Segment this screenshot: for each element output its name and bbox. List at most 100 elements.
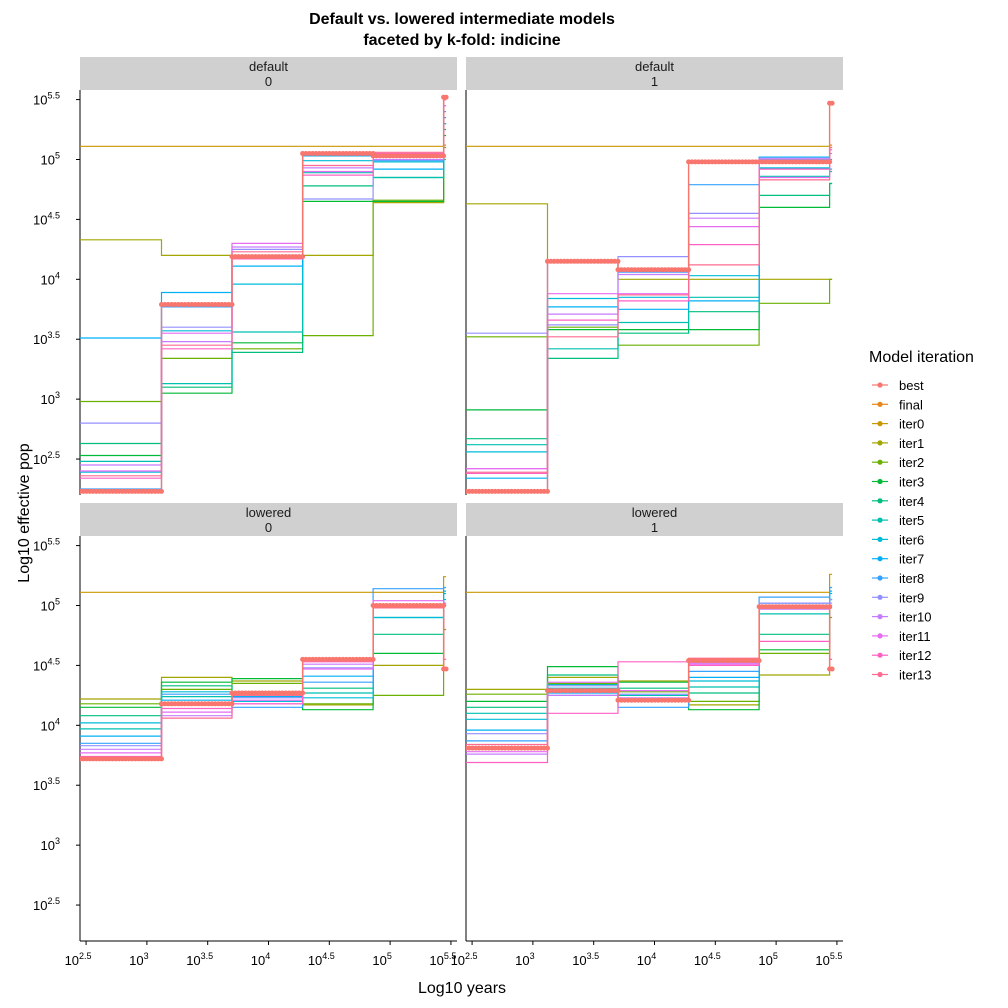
y-tick-label-2: 103.5 bbox=[33, 330, 60, 347]
series-line-iter4 bbox=[466, 182, 833, 440]
y-tick-label-0: 102.5 bbox=[33, 896, 60, 913]
legend-label-iter11: iter11 bbox=[899, 629, 931, 644]
chart-title-line1: Default vs. lowered intermediate models bbox=[309, 11, 615, 28]
legend-key-point-iter1 bbox=[877, 440, 883, 446]
series-line-iter0 bbox=[466, 144, 833, 147]
series-line-iter5 bbox=[466, 170, 833, 446]
legend-label-iter6: iter6 bbox=[899, 532, 924, 547]
series-line-iter3 bbox=[80, 134, 447, 457]
y-tick-label-4: 104.5 bbox=[33, 656, 60, 673]
y-tick-label-2: 103.5 bbox=[33, 776, 60, 793]
facet-strip-bg bbox=[80, 57, 457, 90]
series-point-best bbox=[159, 756, 164, 762]
facet-panels: default0102.5103103.5104104.5105105.5def… bbox=[33, 57, 843, 968]
legend-label-iter7: iter7 bbox=[899, 552, 924, 567]
y-tick-label-1: 103 bbox=[41, 836, 60, 853]
y-tick-label-6: 105.5 bbox=[33, 537, 60, 554]
legend-label-best: best bbox=[899, 378, 924, 393]
x-tick-label-1: 103 bbox=[129, 951, 148, 968]
series-line-best bbox=[466, 606, 833, 749]
legend-key-point-iter7 bbox=[877, 556, 883, 562]
series-line-iter7 bbox=[466, 156, 833, 479]
x-tick-label-5: 105 bbox=[758, 951, 777, 968]
legend-label-iter2: iter2 bbox=[899, 455, 924, 470]
x-tick-label-6: 105.5 bbox=[815, 951, 842, 968]
series-point-best bbox=[686, 697, 692, 703]
facet-strip-label-top: lowered bbox=[632, 505, 678, 520]
series-point-best bbox=[686, 267, 692, 273]
x-tick-label-1: 103 bbox=[515, 951, 534, 968]
series-line-iter1 bbox=[80, 604, 447, 706]
series-line-iter5 bbox=[80, 598, 447, 730]
legend-title: Model iteration bbox=[869, 349, 974, 366]
series-line-iter7 bbox=[466, 590, 833, 731]
legend-key-point-iter10 bbox=[877, 614, 883, 620]
legend-label-iter0: iter0 bbox=[899, 417, 924, 432]
series-point-best bbox=[370, 656, 376, 662]
series-line-iter0 bbox=[466, 573, 833, 593]
series-line-iter7 bbox=[80, 590, 447, 737]
series-line-iter10 bbox=[466, 602, 833, 755]
series-line-best bbox=[80, 604, 447, 760]
series-line-iter8 bbox=[466, 158, 833, 491]
series-line-iter8 bbox=[80, 111, 447, 490]
series-point-best bbox=[300, 254, 306, 260]
legend-label-iter3: iter3 bbox=[899, 475, 924, 490]
x-tick-label-3: 104 bbox=[251, 951, 270, 968]
legend-key-point-iter2 bbox=[877, 459, 883, 465]
legend-key-point-iter13 bbox=[877, 671, 883, 678]
y-tick-label-0: 102.5 bbox=[33, 450, 60, 467]
x-tick-label-0: 102.5 bbox=[65, 951, 92, 968]
series-point-best bbox=[159, 488, 164, 494]
legend-label-iter13: iter13 bbox=[899, 668, 932, 683]
legend-label-iter4: iter4 bbox=[899, 494, 924, 509]
legend-key-point-iter3 bbox=[877, 478, 883, 485]
legend-key-point-final bbox=[877, 401, 883, 407]
x-tick-label-0: 102.5 bbox=[451, 951, 478, 968]
facet-strip-label-top: default bbox=[249, 59, 288, 74]
facet-strip-label-bottom: 1 bbox=[651, 74, 658, 89]
series-point-best bbox=[300, 690, 306, 696]
series-group bbox=[80, 94, 449, 494]
legend-label-iter12: iter12 bbox=[899, 648, 932, 663]
series-line-iter8 bbox=[466, 586, 833, 742]
series-point-best bbox=[829, 100, 835, 106]
legend-key-point-iter0 bbox=[877, 421, 883, 427]
legend-key-point-iter11 bbox=[877, 633, 883, 639]
x-tick-label-5: 105 bbox=[372, 951, 391, 968]
series-point-best bbox=[545, 745, 550, 751]
series-point-best bbox=[229, 701, 235, 707]
x-tick-label-4: 104.5 bbox=[694, 951, 721, 968]
series-line-iter5 bbox=[466, 598, 833, 714]
series-point-best bbox=[443, 666, 449, 672]
series-group bbox=[80, 576, 449, 762]
x-tick-label-6: 105.5 bbox=[429, 951, 456, 968]
legend-label-iter1: iter1 bbox=[899, 436, 924, 451]
y-tick-label-5: 105 bbox=[41, 150, 60, 167]
chart-title-line2: faceted by k-fold: indicine bbox=[363, 32, 560, 49]
facet-strip-label-top: default bbox=[635, 59, 674, 74]
x-tick-label-2: 103.5 bbox=[572, 951, 599, 968]
legend-label-iter10: iter10 bbox=[899, 610, 932, 625]
series-line-iter10 bbox=[80, 604, 447, 750]
series-line-iter2 bbox=[466, 278, 833, 346]
series-line-iter4 bbox=[80, 128, 447, 445]
y-tick-label-3: 104 bbox=[41, 270, 60, 287]
series-line-iter2 bbox=[80, 146, 447, 403]
legend-key-point-iter8 bbox=[877, 575, 883, 581]
legend-key-point-iter4 bbox=[877, 498, 883, 504]
legend-key-point-iter5 bbox=[877, 517, 883, 523]
legend-label-iter5: iter5 bbox=[899, 513, 924, 528]
series-line-iter12 bbox=[466, 146, 833, 474]
facet-strip-label-bottom: 0 bbox=[265, 74, 272, 89]
legend-key-point-iter9 bbox=[877, 594, 883, 600]
series-line-iter5 bbox=[80, 123, 447, 462]
series-point-best bbox=[829, 666, 835, 672]
series-point-best bbox=[545, 488, 550, 494]
series-line-iter1 bbox=[466, 604, 833, 706]
series-point-best bbox=[443, 94, 449, 100]
